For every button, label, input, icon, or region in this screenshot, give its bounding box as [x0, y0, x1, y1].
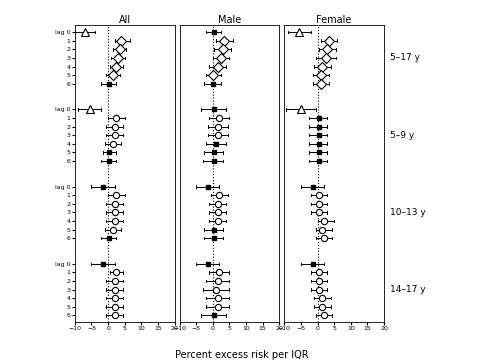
Text: 5–17 y: 5–17 y [390, 54, 420, 62]
Text: 10–13 y: 10–13 y [390, 208, 426, 217]
Title: Female: Female [316, 14, 352, 25]
Text: 14–17 y: 14–17 y [390, 285, 426, 294]
Text: Percent excess risk per IQR: Percent excess risk per IQR [175, 350, 308, 361]
Title: Male: Male [218, 14, 241, 25]
Title: All: All [119, 14, 131, 25]
Text: 5–9 y: 5–9 y [390, 131, 414, 140]
